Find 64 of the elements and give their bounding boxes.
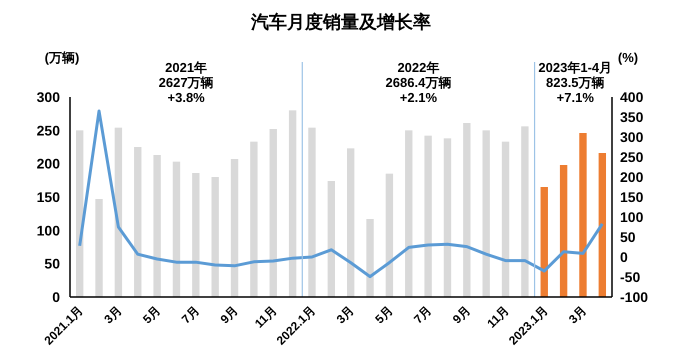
x-tick-label: 5月 [372, 303, 396, 326]
bar [444, 138, 452, 297]
bar [405, 130, 412, 297]
x-tick-label: 3月 [566, 303, 590, 326]
bar [502, 142, 510, 297]
y2-tick-label: -100 [620, 289, 648, 305]
x-tick-label: 3月 [101, 303, 125, 326]
x-tick-label: 7月 [178, 303, 202, 326]
bar [366, 219, 374, 297]
bar [540, 187, 548, 297]
y2-tick-label: 150 [620, 189, 644, 205]
x-tick-label: 3月 [334, 303, 357, 326]
bar [308, 128, 316, 297]
bar [270, 129, 277, 297]
y-tick-label: 0 [52, 289, 60, 305]
y-tick-label: 300 [36, 89, 60, 105]
bar [172, 162, 180, 297]
x-tick-label: 7月 [411, 303, 434, 326]
x-tick-label: 11月 [252, 303, 280, 331]
y2-tick-label: 100 [620, 209, 644, 225]
x-tick-label: 9月 [450, 303, 473, 326]
x-tick-label: 9月 [218, 303, 241, 326]
y2-tick-label: 250 [620, 149, 644, 165]
bar [598, 153, 606, 297]
y-tick-label: 250 [36, 122, 60, 138]
y2-tick-label: 50 [620, 229, 636, 245]
bar [134, 147, 142, 297]
bar [230, 159, 238, 297]
x-tick-label: 11月 [484, 303, 512, 331]
bar [328, 181, 336, 297]
bar [560, 165, 568, 297]
y-tick-label: 50 [44, 256, 60, 272]
bar [192, 173, 200, 297]
bar [521, 126, 529, 297]
line-series [78, 110, 604, 278]
bar [250, 142, 258, 297]
y2-tick-label: 200 [620, 169, 644, 185]
annotation: 2023年1-4月 823.5万辆 +7.1% [538, 60, 612, 105]
y-tick-label: 150 [36, 189, 60, 205]
y-axis-title: (万辆) [44, 50, 80, 65]
y-tick-label: 200 [36, 156, 60, 172]
bar [288, 110, 296, 297]
bar [95, 199, 103, 297]
bar [463, 123, 471, 297]
bar [482, 130, 490, 297]
chart-title: 汽车月度销量及增长率 [250, 12, 431, 32]
y2-tick-label: 350 [620, 109, 644, 125]
bar [346, 148, 354, 297]
bar [153, 155, 161, 297]
bar [386, 174, 394, 297]
bar [424, 136, 432, 297]
x-tick-label: 5月 [140, 303, 164, 326]
y2-tick-label: 400 [620, 89, 644, 105]
y2-axis-title: (%) [618, 50, 638, 65]
annotation: 2021年 2627万辆 +3.8% [158, 60, 214, 105]
bar [76, 130, 84, 297]
bar [114, 128, 122, 297]
y2-tick-label: 300 [620, 129, 644, 145]
annotation: 2022年 2686.4万辆 +2.1% [386, 60, 452, 105]
y2-tick-label: 0 [620, 249, 628, 265]
y2-tick-label: -50 [620, 269, 640, 285]
y-tick-label: 100 [36, 222, 60, 238]
bar [579, 133, 587, 297]
bar [211, 177, 219, 297]
